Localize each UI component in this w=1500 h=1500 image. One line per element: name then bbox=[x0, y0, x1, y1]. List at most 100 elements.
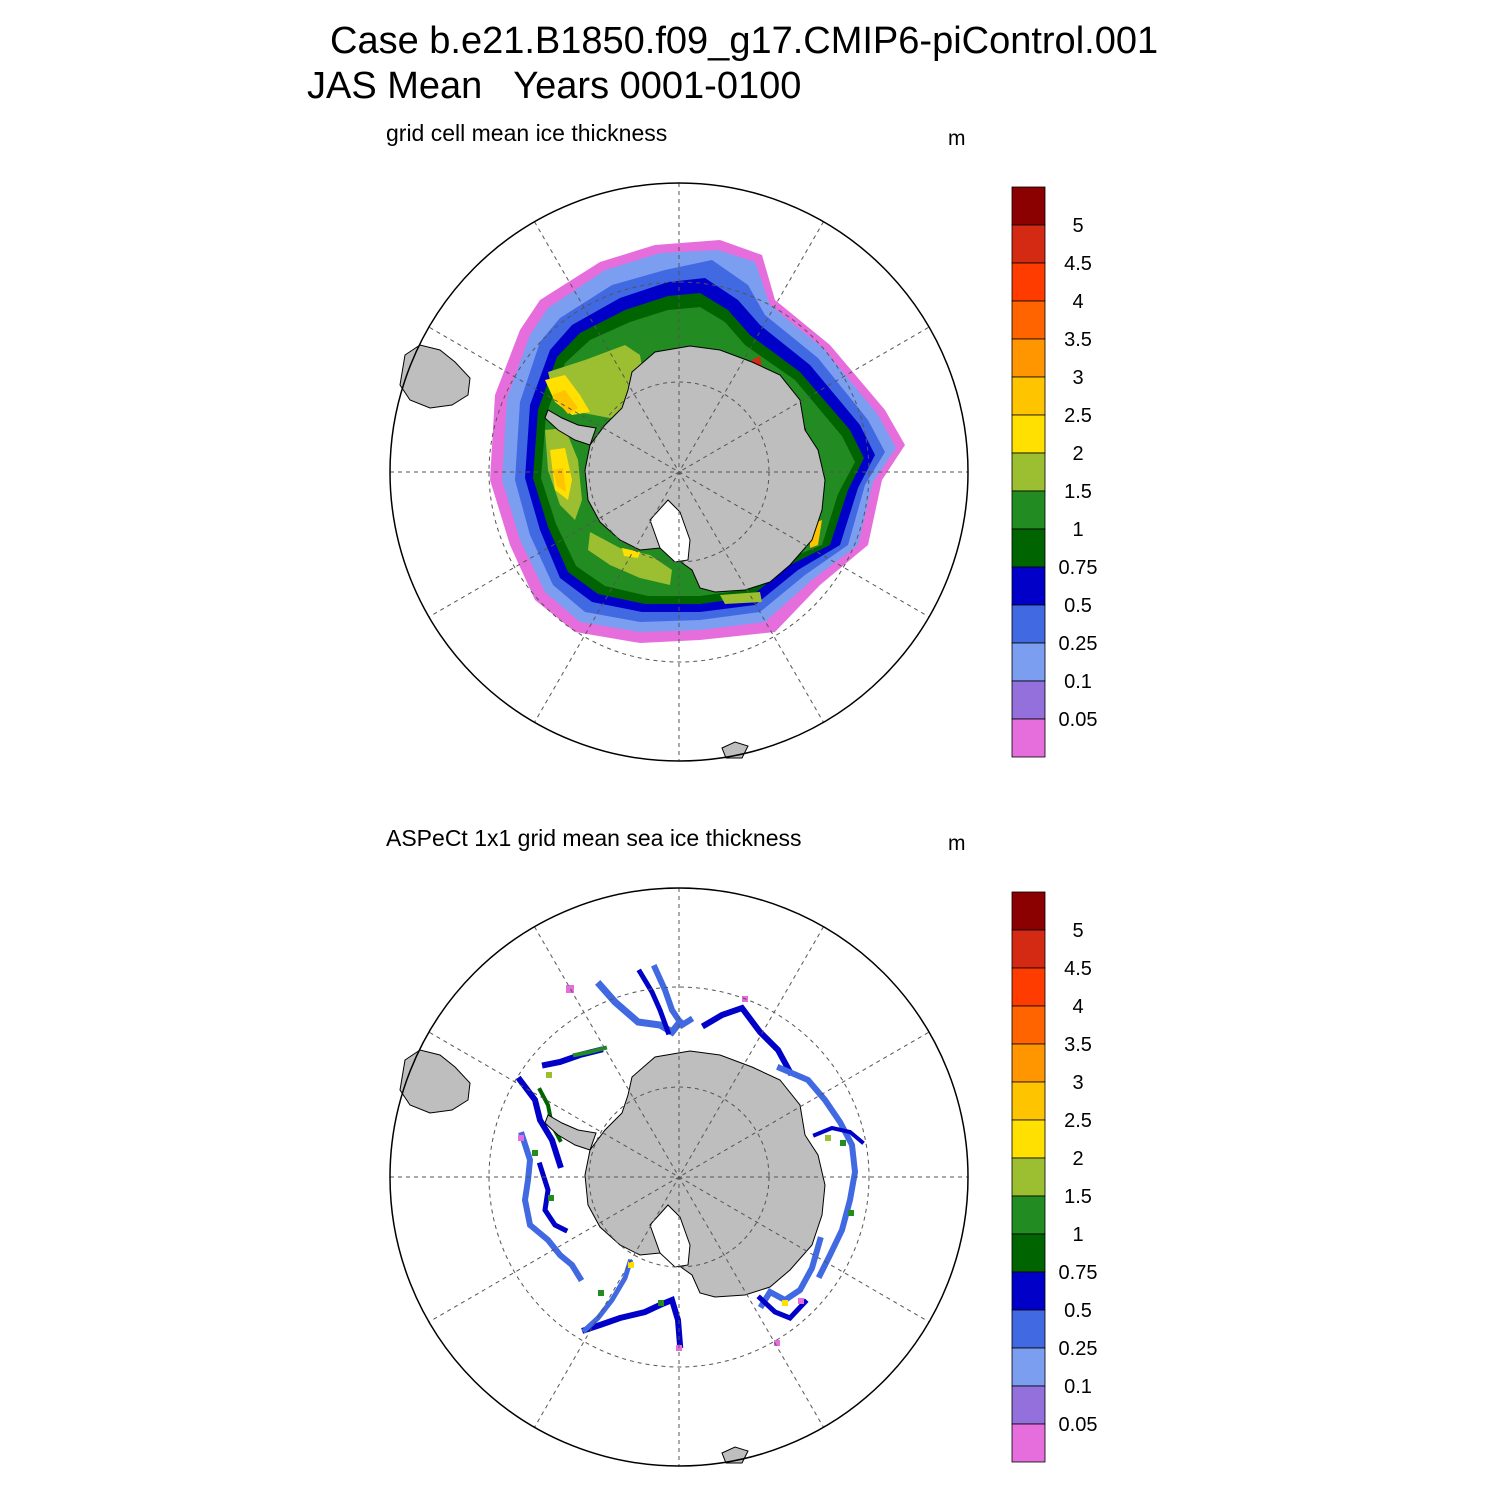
ship-track-4 bbox=[776, 1064, 859, 1280]
antarctic-peninsula-land bbox=[544, 409, 597, 446]
model-colorbar-tick-label: 2.5 bbox=[1064, 405, 1092, 427]
model-colorbar-tick-label: 5 bbox=[1072, 215, 1083, 237]
model-colorbar-swatch bbox=[1011, 490, 1046, 530]
ship-track-10 bbox=[536, 1161, 569, 1234]
observations-colorbar-swatch bbox=[1011, 929, 1046, 969]
ice-patch-2-ross bbox=[622, 548, 640, 558]
model-graticule bbox=[390, 183, 968, 761]
model-colorbar-tick-label: 3 bbox=[1072, 367, 1083, 389]
ice-patch-1.5-ross bbox=[588, 532, 672, 585]
model-colorbar-tick-label: 0.1 bbox=[1064, 671, 1092, 693]
observations-colorbar-swatch bbox=[1011, 1347, 1046, 1387]
antarctica-land-obs bbox=[584, 1050, 826, 1298]
observations-colorbar-swatch bbox=[1011, 1119, 1046, 1159]
antarctic-peninsula-land-obs bbox=[544, 1114, 597, 1151]
observations-colorbar-swatch bbox=[1011, 1081, 1046, 1121]
observations-colorbar-swatch bbox=[1011, 967, 1046, 1007]
observations-colorbar-tick-label: 0.75 bbox=[1059, 1262, 1098, 1284]
observations-map bbox=[389, 887, 969, 1467]
model-colorbar-swatch bbox=[1011, 452, 1046, 492]
ship-track-2 bbox=[651, 964, 695, 1030]
ship-track-1b bbox=[636, 968, 672, 1036]
model-colorbar-tick-label: 0.25 bbox=[1059, 633, 1098, 655]
panel-title-model: grid cell mean ice thickness bbox=[386, 120, 668, 146]
observations-colorbar-tick-label: 1 bbox=[1072, 1224, 1083, 1246]
observations-colorbar-swatch bbox=[1011, 1157, 1046, 1197]
antarctica-land bbox=[584, 345, 826, 593]
model-colorbar-swatch bbox=[1011, 566, 1046, 606]
ice-patch-1.5-east bbox=[720, 592, 762, 604]
observations-colorbar-swatch bbox=[1011, 1385, 1046, 1425]
model-colorbar-tick-label: 4 bbox=[1072, 291, 1083, 313]
ice-patch-2.5-weddell bbox=[552, 390, 578, 414]
observations-colorbar-swatch bbox=[1011, 1043, 1046, 1083]
model-colorbar-tick-label: 0.5 bbox=[1064, 595, 1092, 617]
model-colorbar-swatch bbox=[1011, 528, 1046, 568]
ross-ice-shelf-white-obs bbox=[649, 1204, 691, 1268]
observations-colorbar-swatch bbox=[1011, 1195, 1046, 1235]
observations-colorbar-swatch bbox=[1011, 1271, 1046, 1311]
model-map bbox=[389, 182, 969, 762]
model-colorbar-tick-label: 2 bbox=[1072, 443, 1083, 465]
observations-colorbar-tick-label: 2 bbox=[1072, 1148, 1083, 1170]
observations-colorbar-tick-label: 0.1 bbox=[1064, 1376, 1092, 1398]
model-colorbar-tick-label: 3.5 bbox=[1064, 329, 1092, 351]
ship-track-5b bbox=[756, 1294, 809, 1321]
ship-track-3 bbox=[700, 1004, 795, 1077]
model-colorbar-swatch bbox=[1011, 604, 1046, 644]
ship-track-8 bbox=[515, 1075, 564, 1169]
model-colorbar-swatch bbox=[1011, 642, 1046, 682]
observations-colorbar-swatch bbox=[1011, 1309, 1046, 1349]
ship-track-9 bbox=[518, 1131, 585, 1283]
model-colorbar-tick-label: 1 bbox=[1072, 519, 1083, 541]
model-colorbar-swatch bbox=[1011, 680, 1046, 720]
model-colorbar-swatch bbox=[1011, 376, 1046, 416]
model-map-border bbox=[389, 182, 969, 762]
model-colorbar-tick-label: 4.5 bbox=[1064, 253, 1092, 275]
observations-colorbar-tick-label: 4 bbox=[1072, 996, 1083, 1018]
ship-track-4b bbox=[812, 1125, 865, 1145]
observations-colorbar-swatch bbox=[1011, 891, 1046, 931]
observations-colorbar-swatch bbox=[1011, 1233, 1046, 1273]
model-colorbar-swatch bbox=[1011, 224, 1046, 264]
observations-colorbar-tick-label: 0.25 bbox=[1059, 1338, 1098, 1360]
observations-colorbar-swatch bbox=[1011, 1423, 1046, 1463]
south-america-land-obs bbox=[399, 1049, 471, 1114]
observations-colorbar-tick-label: 4.5 bbox=[1064, 958, 1092, 980]
model-colorbar-tick-label: 1.5 bbox=[1064, 481, 1092, 503]
colorbar-model: 5 4.5 4 3.5 3 2.5 2 1.5 1 0.75 0.5 0.25 0.1 0.05 bbox=[1011, 186, 1098, 758]
figure-title-line1: Case b.e21.B1850.f09_g17.CMIP6-piControl… bbox=[330, 20, 1159, 62]
observations-ship-tracks bbox=[515, 964, 865, 1349]
figure-title-line2: JAS Mean Years 0001-0100 bbox=[307, 65, 802, 107]
observations-colorbar-tick-label: 2.5 bbox=[1064, 1110, 1092, 1132]
ship-track-5 bbox=[757, 1236, 824, 1310]
colorbar-observations: 5 4.5 4 3.5 3 2.5 2 1.5 1 0.75 0.5 0.25 0.1 0.05 bbox=[1011, 891, 1098, 1463]
observations-colorbar-tick-label: 1.5 bbox=[1064, 1186, 1092, 1208]
ice-patch-2.5-peninsula bbox=[553, 468, 566, 492]
ship-track-6 bbox=[581, 1295, 684, 1349]
units-label-model: m bbox=[948, 127, 966, 150]
model-colorbar-swatch bbox=[1011, 414, 1046, 454]
model-colorbar-tick-label: 0.05 bbox=[1059, 709, 1098, 731]
panel-title-observations: ASPeCt 1x1 grid mean sea ice thickness bbox=[386, 825, 802, 851]
observations-colorbar-tick-label: 3 bbox=[1072, 1072, 1083, 1094]
observations-colorbar-tick-label: 0.5 bbox=[1064, 1300, 1092, 1322]
model-colorbar-swatch bbox=[1011, 186, 1046, 226]
observations-colorbar-swatch bbox=[1011, 1005, 1046, 1045]
ship-track-12 bbox=[572, 1045, 608, 1058]
units-label-observations: m bbox=[948, 832, 966, 855]
south-america-land bbox=[399, 344, 471, 409]
observations-colorbar-tick-label: 0.05 bbox=[1059, 1414, 1098, 1436]
observations-graticule bbox=[390, 888, 968, 1466]
observations-colorbar-tick-label: 5 bbox=[1072, 920, 1083, 942]
model-colorbar-swatch bbox=[1011, 262, 1046, 302]
model-colorbar-swatch bbox=[1011, 300, 1046, 340]
model-colorbar-swatch bbox=[1011, 718, 1046, 758]
observations-colorbar-tick-label: 3.5 bbox=[1064, 1034, 1092, 1056]
model-colorbar-swatch bbox=[1011, 338, 1046, 378]
model-colorbar-tick-label: 0.75 bbox=[1059, 557, 1098, 579]
observations-map-border bbox=[389, 887, 969, 1467]
ship-track-6b bbox=[581, 1258, 634, 1334]
ross-ice-shelf-white bbox=[649, 499, 691, 563]
